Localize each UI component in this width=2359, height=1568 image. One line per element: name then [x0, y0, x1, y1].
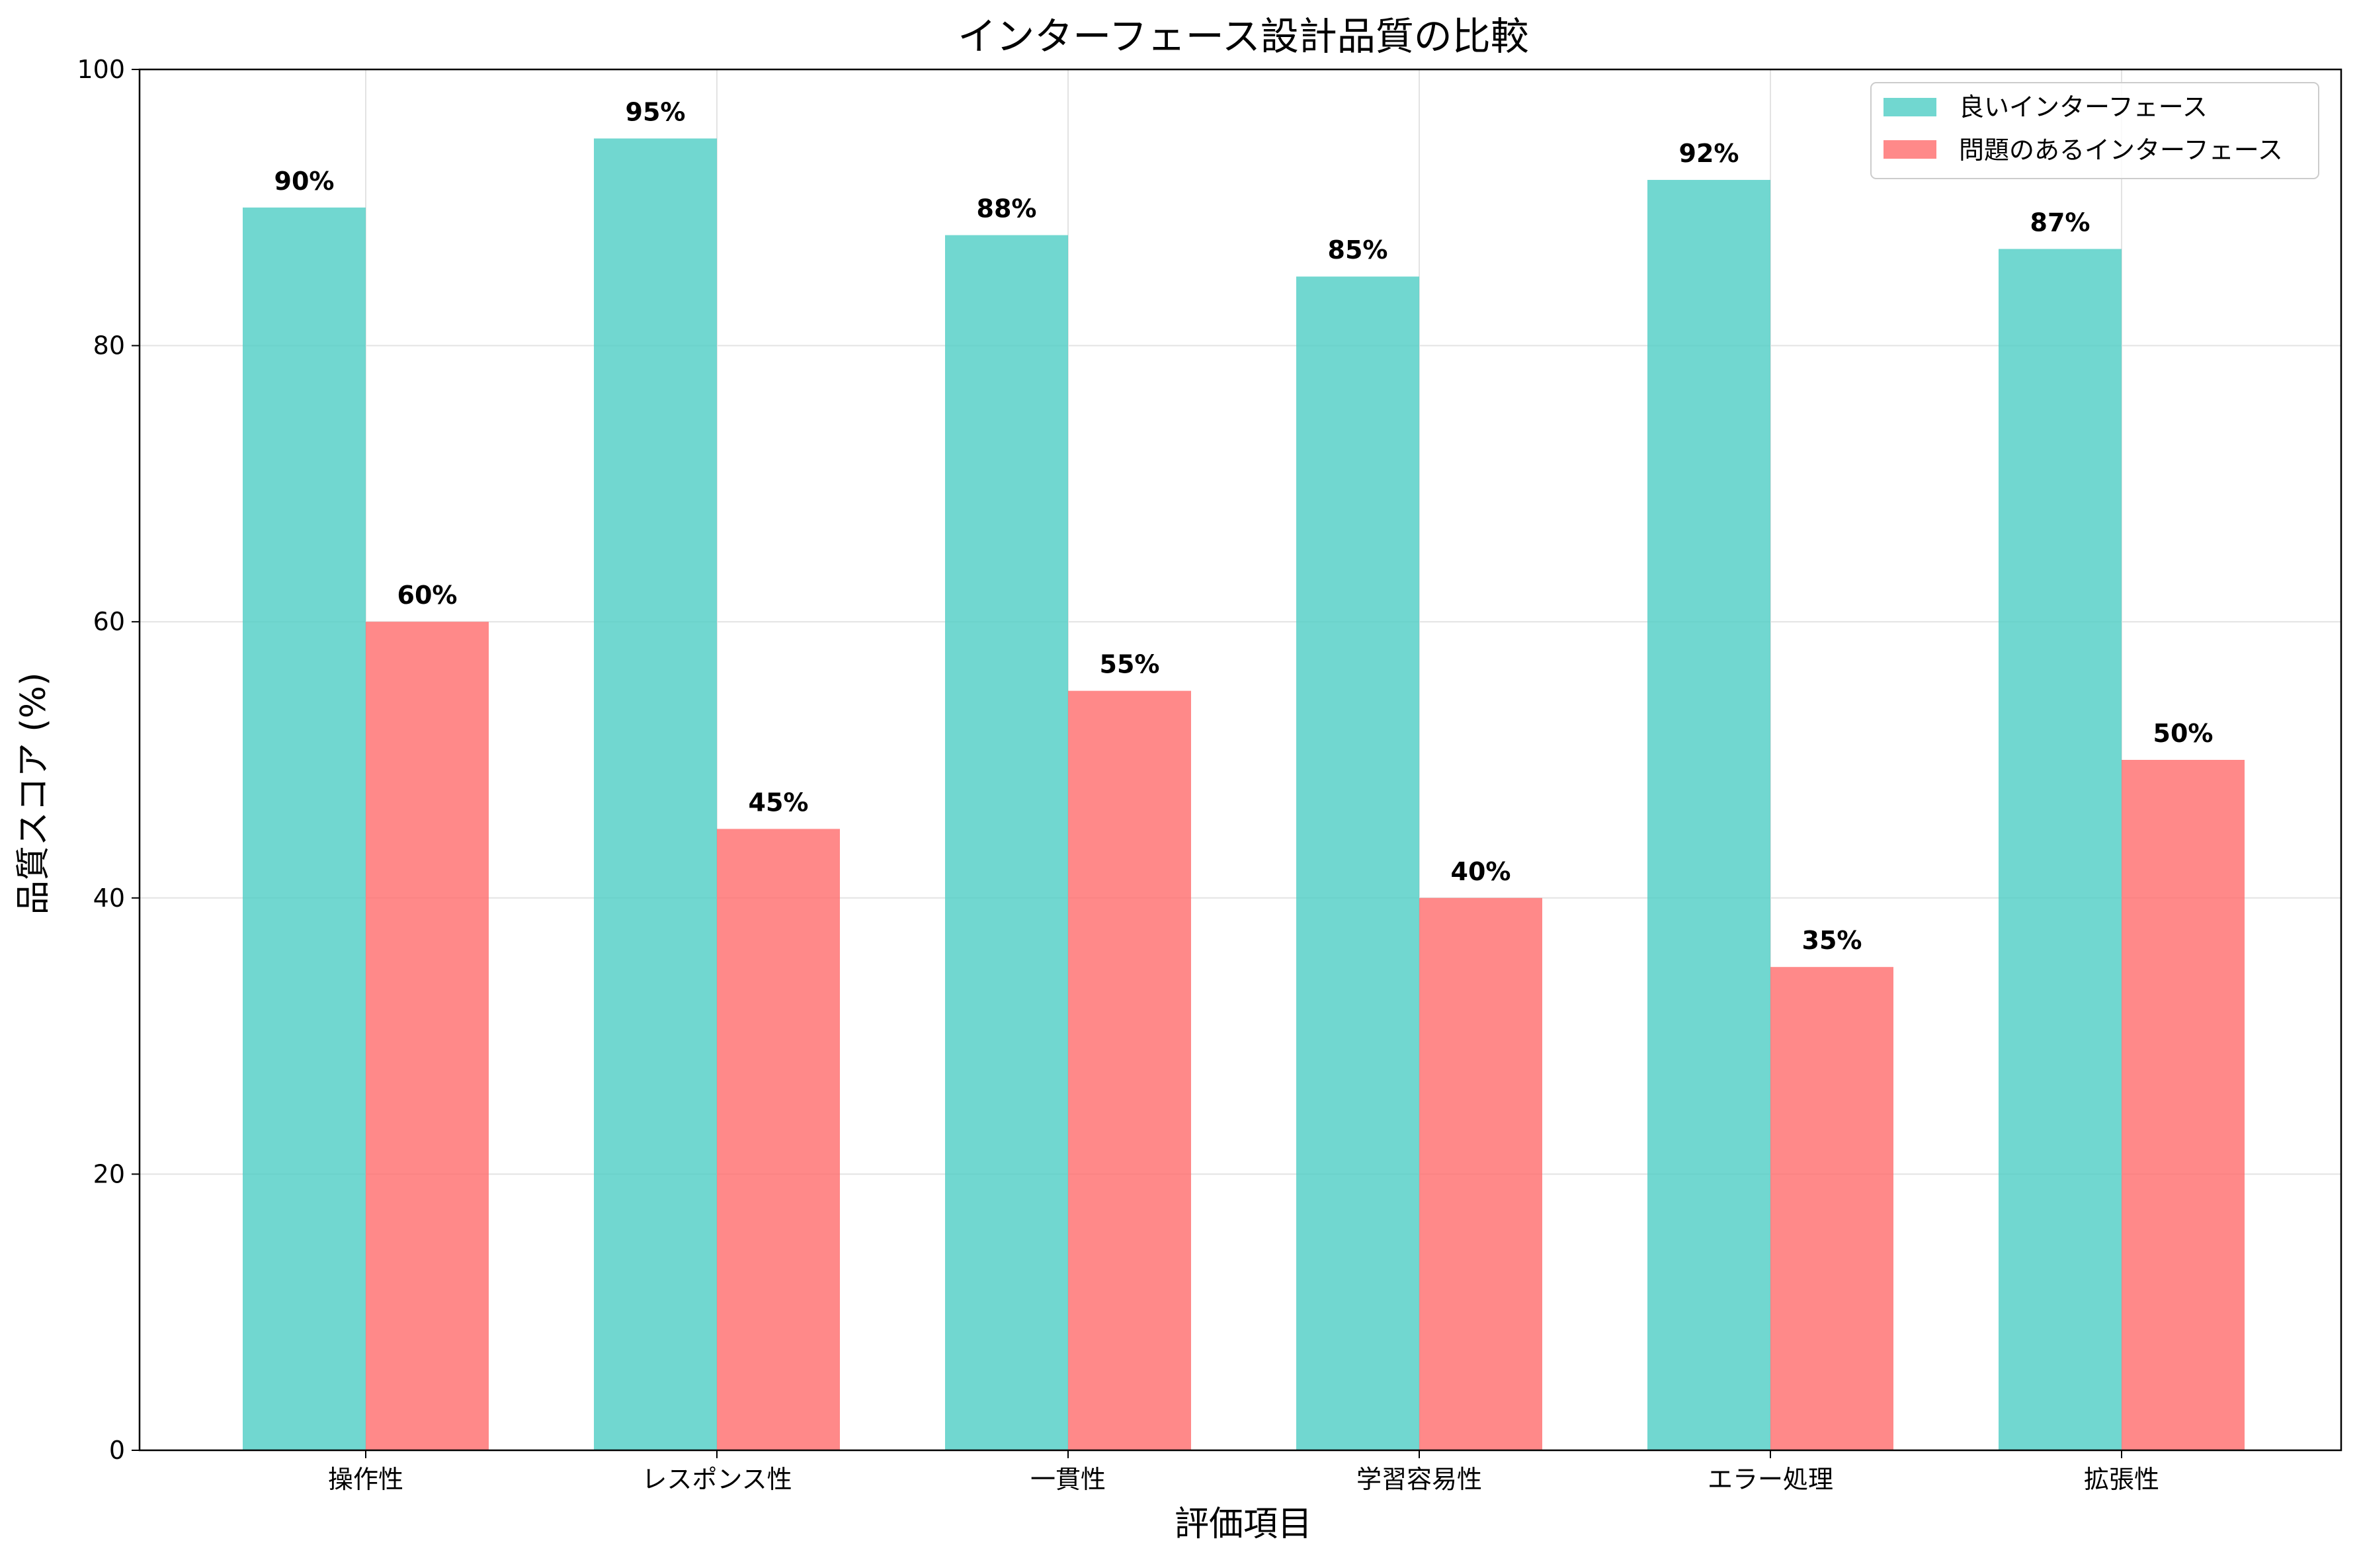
- axis-ticks: 0 20 40 60 80 100 操作性 レスポンス性 一貫性 学習容易性 エラー処理 拡張性: [77, 55, 2159, 1494]
- y-tick-label: 0: [109, 1436, 125, 1465]
- legend-swatch-problem: [1883, 140, 1936, 159]
- bar-problem: [1770, 967, 1893, 1450]
- bar-value-label: 87%: [2030, 208, 2090, 237]
- x-tick-label: 一貫性: [1030, 1465, 1106, 1494]
- bars: [243, 138, 2245, 1451]
- bar-good: [1296, 276, 1419, 1451]
- y-tick-label: 80: [93, 331, 125, 360]
- legend-label-problem: 問題のあるインターフェース: [1959, 136, 2283, 165]
- bar-value-label: 95%: [626, 97, 686, 126]
- bar-value-label: 85%: [1328, 235, 1388, 265]
- bar-good: [1999, 249, 2122, 1451]
- bar-good: [243, 207, 366, 1450]
- x-tick-label: 操作性: [328, 1465, 403, 1494]
- x-tick-label: エラー処理: [1708, 1465, 1833, 1494]
- legend-label-good: 良いインターフェース: [1959, 93, 2208, 122]
- bar-value-label: 90%: [274, 167, 335, 196]
- legend: 良いインターフェース 問題のあるインターフェース: [1870, 82, 2319, 179]
- y-tick-label: 100: [77, 55, 125, 84]
- legend-box: [1870, 82, 2319, 179]
- bar-problem: [1068, 690, 1191, 1450]
- axes-frame: [138, 68, 2342, 1452]
- y-axis-label: 品質スコア (%): [14, 673, 54, 915]
- bar-value-label: 45%: [749, 788, 809, 817]
- bar-good: [594, 138, 717, 1450]
- bar-value-label: 40%: [1451, 857, 1511, 886]
- bar-value-label: 35%: [1802, 926, 1862, 955]
- x-axis-label: 評価項目: [1175, 1505, 1312, 1544]
- data-labels: 90% 95% 88% 85% 92% 87% 60% 45% 55% 40% 35% 50%: [274, 97, 2214, 955]
- y-tick-label: 20: [93, 1159, 125, 1188]
- bar-problem: [1419, 897, 1542, 1450]
- x-tick-label: レスポンス性: [641, 1465, 792, 1494]
- bar-good: [945, 235, 1068, 1450]
- bar-problem: [366, 622, 489, 1451]
- bar-problem: [717, 829, 840, 1450]
- legend-swatch-good: [1883, 98, 1936, 116]
- y-tick-label: 40: [93, 884, 125, 913]
- bar-value-label: 55%: [1100, 650, 1160, 679]
- x-tick-label: 学習容易性: [1356, 1465, 1482, 1494]
- bar-value-label: 50%: [2153, 719, 2214, 748]
- plot-frame: [138, 68, 2342, 1452]
- chart-title: インターフェース設計品質の比較: [958, 14, 1529, 59]
- x-tick-label: 拡張性: [2084, 1465, 2159, 1494]
- bar-good: [1647, 180, 1770, 1450]
- bar-value-label: 92%: [1679, 139, 1739, 168]
- y-tick-label: 60: [93, 607, 125, 636]
- bar-problem: [2122, 760, 2245, 1450]
- bar-value-label: 60%: [397, 581, 458, 610]
- bar-value-label: 88%: [977, 194, 1037, 224]
